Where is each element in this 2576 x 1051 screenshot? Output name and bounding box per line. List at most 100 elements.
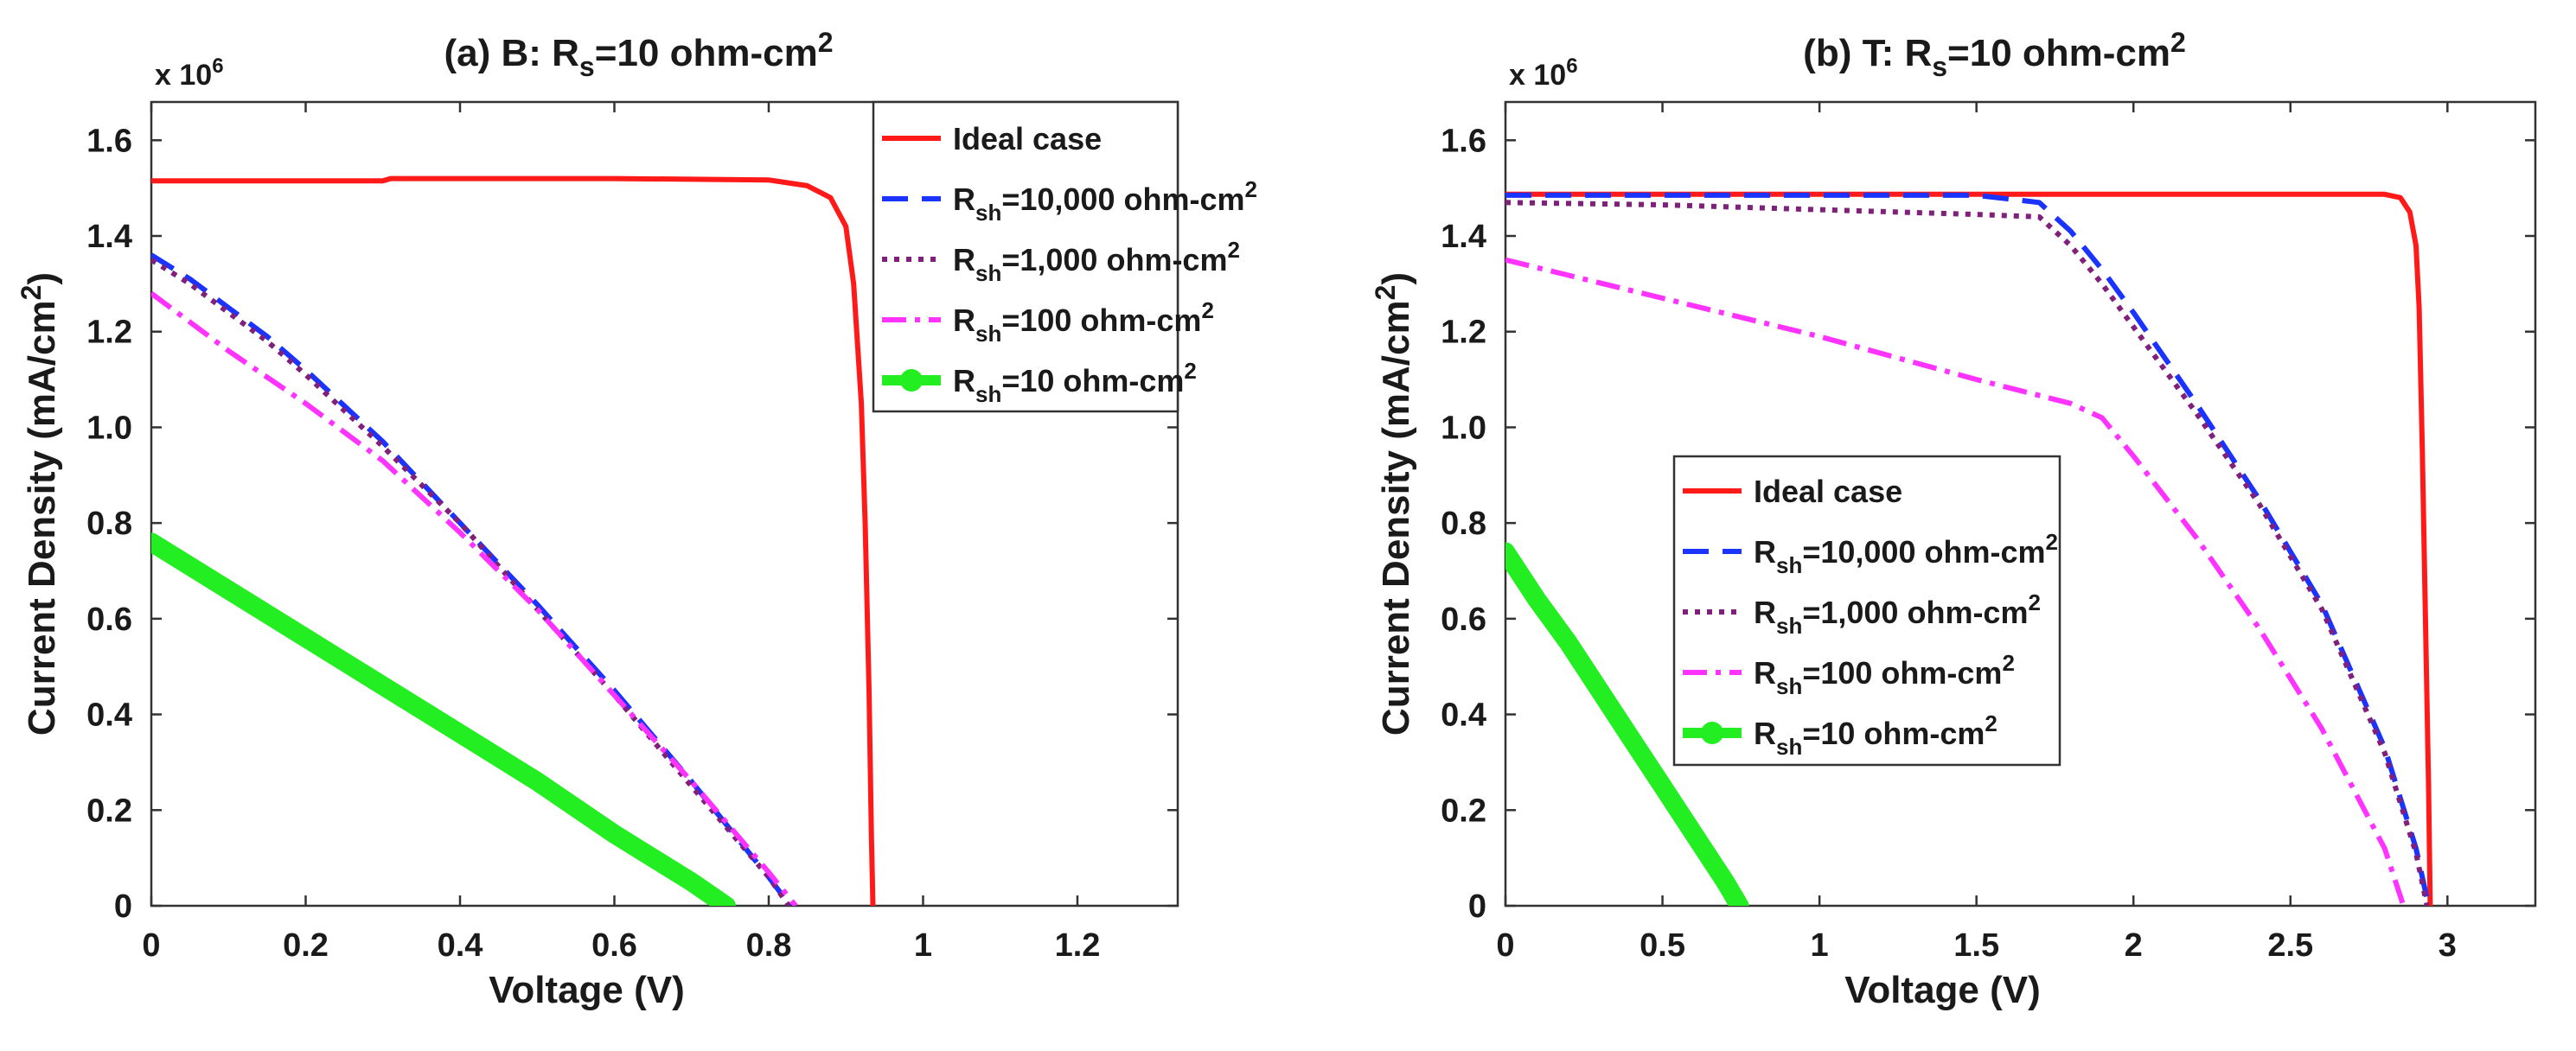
y-axis-title: Current Density (mA/cm2) [16, 272, 63, 736]
series-group [1505, 191, 2433, 906]
x-tick-label: 1.5 [1953, 927, 1999, 964]
y-tick-label: 0.6 [1441, 602, 1486, 638]
x-tick-label: 1 [1811, 927, 1829, 964]
legend-label-superscript: 2 [1184, 358, 1196, 384]
series-line-rsh1000 [151, 258, 791, 906]
legend-label-superscript: 2 [2002, 650, 2014, 676]
legend-label-subscript: sh [1776, 613, 1802, 639]
legend-label-mid: =100 ohm-cm [1001, 303, 1201, 338]
y-axis-title: Current Density (mA/cm2) [1370, 272, 1417, 736]
y-tick-label: 0.2 [1441, 793, 1486, 829]
title-suffix: =10 ohm-cm [1947, 32, 2170, 74]
legend-label-superscript: 2 [2046, 529, 2058, 555]
chart-title: (a) B: Rs=10 ohm-cm2 [444, 27, 833, 82]
title-suffix: =10 ohm-cm [595, 32, 818, 74]
series-line-ideal [151, 175, 876, 906]
x-tick-label: 0.8 [746, 927, 792, 964]
series-line-rsh10 [1505, 542, 1749, 906]
y-tick-label: 1.6 [86, 123, 132, 159]
y-tick-label: 0 [114, 889, 132, 925]
chart-panel-b: 0 0.5 1 1.5 2 2.5 3 0 0.2 0.4 0.6 0.8 1.0 1.2 1.4 1.6 x … [1370, 27, 2537, 1011]
legend-label-subscript: sh [1776, 552, 1802, 578]
legend-label-pre: R [953, 242, 975, 277]
legend-label-rsh10: Rsh=10 ohm-cm2 [1754, 710, 1998, 760]
legend-label-pre: R [1754, 595, 1776, 630]
axis-multiplier: x 106 [1509, 54, 1578, 92]
y-tick-label: 1.4 [86, 219, 132, 255]
x-tick-label: 0.6 [591, 927, 637, 964]
legend-label-rsh10: Rsh=10 ohm-cm2 [953, 358, 1197, 407]
y-tick-label: 0.4 [1441, 697, 1486, 734]
x-tick-label: 0.4 [438, 927, 483, 964]
y-title-close: ) [21, 272, 63, 285]
legend-label-pre: Ideal case [1754, 474, 1902, 509]
legend-label-rsh10000: Rsh=10,000 ohm-cm2 [1754, 529, 2058, 578]
legend-label-rsh100: Rsh=100 ohm-cm2 [953, 297, 1214, 347]
legend-label-rsh1000: Rsh=1,000 ohm-cm2 [1754, 589, 2041, 639]
x-axis-title: Voltage (V) [489, 969, 685, 1011]
y-tick-label: 0.6 [86, 602, 132, 638]
y-title-text: Current Density (mA/cm [21, 300, 63, 736]
series-group [151, 175, 876, 906]
series-line-rsh10000 [151, 252, 793, 906]
legend-label-superscript: 2 [1227, 237, 1239, 263]
legend-label-superscript: 2 [1245, 176, 1257, 202]
x-tick-label: 1.2 [1055, 927, 1101, 964]
multiplier-exponent: 6 [1566, 54, 1577, 78]
legend-label-superscript: 2 [1985, 710, 1997, 736]
series-line-rsh100 [1505, 257, 2407, 906]
legend-label-pre: R [1754, 534, 1776, 570]
x-tick-label: 2.5 [2267, 927, 2313, 964]
y-title-text: Current Density (mA/cm [1375, 300, 1417, 736]
legend-label-mid: =1,000 ohm-cm [1001, 242, 1227, 277]
legend-label-ideal: Ideal case [1754, 474, 1902, 509]
legend-label-subscript: sh [975, 381, 1001, 407]
legend-label-subscript: sh [1776, 734, 1802, 760]
x-tick-label: 0.5 [1640, 927, 1685, 964]
plot-frame [1504, 100, 2537, 908]
chart-title: (b) T: Rs=10 ohm-cm2 [1803, 27, 2186, 82]
chart-panel-a: 0 0.2 0.4 0.6 0.8 1 1.2 0 0.2 0.4 0.6 0.8 1.0 1.2 1.4 1… [16, 27, 1257, 1011]
y-title-superscript: 2 [1370, 285, 1401, 301]
legend-label-superscript: 2 [2028, 589, 2040, 615]
y-title-close: ) [1375, 272, 1417, 285]
y-tick-label: 1.0 [86, 410, 132, 446]
legend-label-pre: R [953, 363, 975, 398]
title-subscript: s [1932, 51, 1947, 82]
legend-marker-rsh10 [900, 369, 923, 392]
legend-marker-rsh10 [1701, 722, 1723, 744]
y-tick-label: 0.8 [1441, 506, 1486, 542]
y-tick-label: 1.6 [1441, 123, 1486, 159]
legend-label-mid: =10 ohm-cm [1001, 363, 1184, 398]
legend-label-pre: R [953, 182, 975, 217]
multiplier-exponent: 6 [212, 54, 223, 78]
title-prefix: (b) T: R [1803, 32, 1932, 74]
title-superscript: 2 [818, 27, 834, 58]
legend-label-pre: R [953, 303, 975, 338]
y-tick-label: 0.4 [86, 697, 132, 734]
legend-label-pre: R [1754, 655, 1776, 691]
y-title-superscript: 2 [16, 285, 47, 301]
legend-label-superscript: 2 [1201, 297, 1213, 323]
plot-frame [150, 100, 1179, 908]
legend-label-subscript: sh [975, 200, 1001, 226]
legend-label-pre: R [1754, 716, 1776, 751]
title-prefix: (a) B: R [444, 32, 578, 74]
y-tick-label: 0.2 [86, 793, 132, 829]
legend-label-mid: =10,000 ohm-cm [1001, 182, 1244, 217]
title-superscript: 2 [2170, 27, 2186, 58]
legend-box [872, 100, 1179, 413]
x-axis-title: Voltage (V) [1844, 969, 2041, 1011]
y-tick-label: 1.2 [1441, 315, 1486, 351]
y-tick-label: 0.8 [86, 506, 132, 542]
legend-label-subscript: sh [975, 260, 1001, 286]
legend-label-ideal: Ideal case [953, 121, 1102, 156]
series-line-rsh1000 [1505, 200, 2430, 906]
legend-label-pre: Ideal case [953, 121, 1102, 156]
series-line-ideal [1505, 191, 2433, 906]
legend-label-mid: =1,000 ohm-cm [1802, 595, 2028, 630]
legend-label-rsh1000: Rsh=1,000 ohm-cm2 [953, 237, 1240, 286]
